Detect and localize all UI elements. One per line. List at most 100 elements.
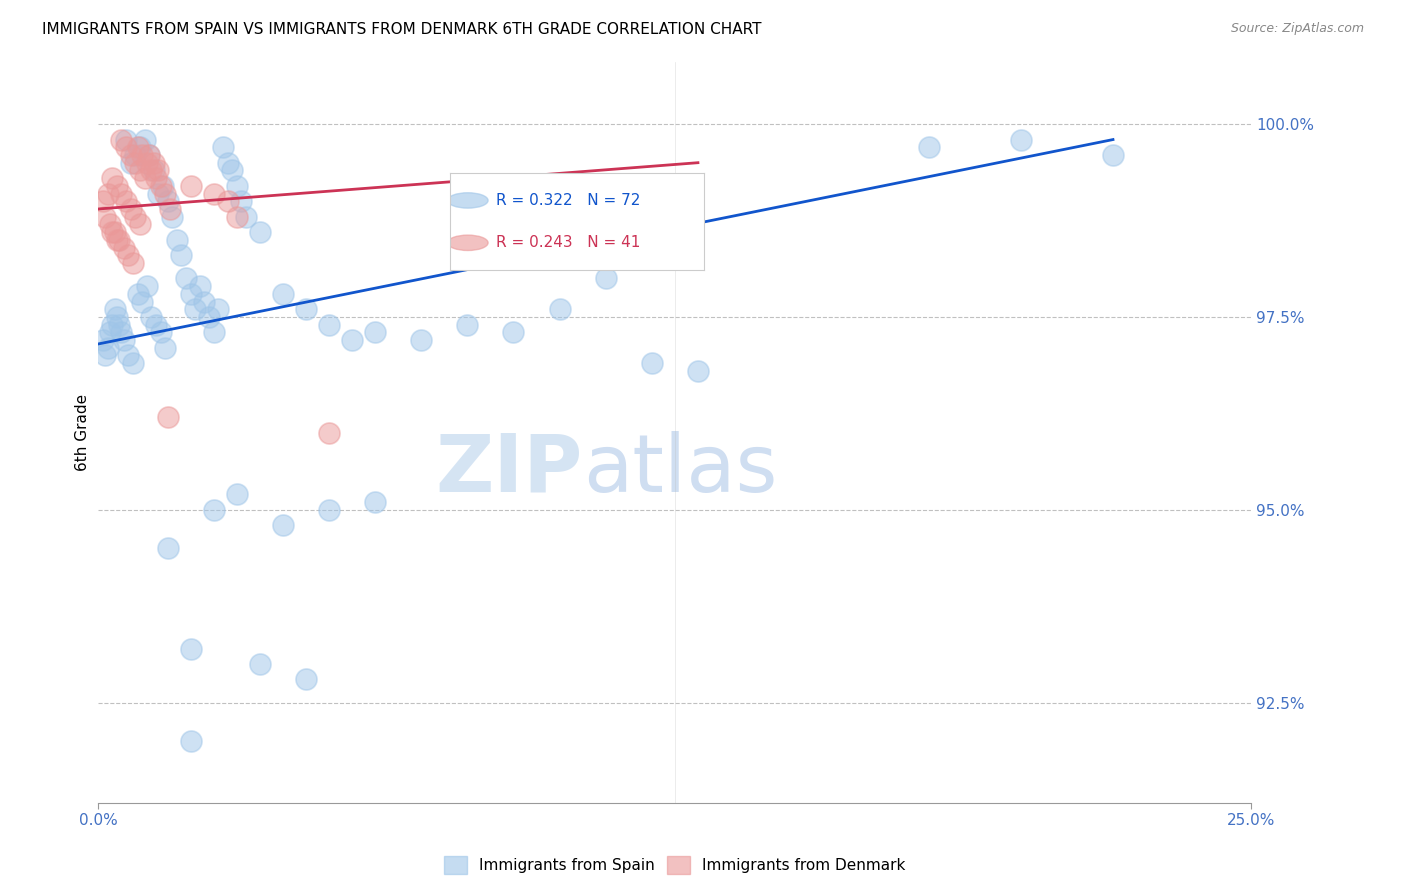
Point xyxy=(174,271,197,285)
Point xyxy=(120,155,142,169)
Point xyxy=(202,326,225,340)
Point xyxy=(217,155,239,169)
Point xyxy=(110,186,132,201)
Point xyxy=(148,186,170,201)
Point xyxy=(145,318,167,332)
Point xyxy=(155,186,177,201)
Point xyxy=(127,140,149,154)
Point xyxy=(159,202,181,216)
Point xyxy=(120,148,142,162)
Point xyxy=(149,178,172,193)
Text: IMMIGRANTS FROM SPAIN VS IMMIGRANTS FROM DENMARK 6TH GRADE CORRELATION CHART: IMMIGRANTS FROM SPAIN VS IMMIGRANTS FROM… xyxy=(42,22,762,37)
Point xyxy=(110,132,132,146)
Point xyxy=(180,286,202,301)
Point xyxy=(225,487,247,501)
Point xyxy=(134,132,156,146)
Point xyxy=(249,225,271,239)
Point xyxy=(318,318,340,332)
Point xyxy=(94,349,117,363)
Point xyxy=(138,148,160,162)
Point xyxy=(105,310,128,324)
Point xyxy=(225,210,247,224)
Point xyxy=(249,657,271,671)
Text: Source: ZipAtlas.com: Source: ZipAtlas.com xyxy=(1230,22,1364,36)
Point xyxy=(221,163,243,178)
Point xyxy=(156,541,179,556)
Point xyxy=(110,326,132,340)
Point xyxy=(225,178,247,193)
Point xyxy=(212,140,235,154)
Point xyxy=(295,302,318,317)
Point xyxy=(117,349,139,363)
Point xyxy=(91,194,114,209)
Point xyxy=(202,186,225,201)
Text: atlas: atlas xyxy=(582,431,778,508)
Point xyxy=(115,140,138,154)
Point xyxy=(411,333,433,347)
Point xyxy=(122,256,145,270)
Point xyxy=(149,326,172,340)
Point xyxy=(641,356,664,370)
Point xyxy=(91,333,114,347)
Point xyxy=(120,202,142,216)
Point xyxy=(180,734,202,748)
Point xyxy=(127,286,149,301)
Point xyxy=(271,286,294,301)
Point xyxy=(170,248,193,262)
Point xyxy=(135,279,157,293)
Point xyxy=(131,148,153,162)
Point xyxy=(141,310,163,324)
Point xyxy=(152,178,174,193)
Point xyxy=(141,163,163,178)
Point xyxy=(160,210,183,224)
Point xyxy=(138,148,160,162)
Point xyxy=(217,194,239,209)
Point xyxy=(295,673,318,687)
Point xyxy=(117,248,139,262)
Point xyxy=(166,233,188,247)
Point xyxy=(1010,132,1032,146)
Point xyxy=(188,279,211,293)
Point xyxy=(318,502,340,516)
Point xyxy=(101,225,124,239)
Point xyxy=(271,518,294,533)
Point xyxy=(193,294,215,309)
Point xyxy=(145,171,167,186)
Point xyxy=(180,178,202,193)
Point xyxy=(124,210,146,224)
Point xyxy=(101,171,124,186)
Y-axis label: 6th Grade: 6th Grade xyxy=(75,394,90,471)
Point xyxy=(180,641,202,656)
Point xyxy=(122,356,145,370)
Point xyxy=(97,186,120,201)
Text: ZIP: ZIP xyxy=(436,431,582,508)
Point xyxy=(155,341,177,355)
Point xyxy=(115,132,138,146)
Point xyxy=(198,310,221,324)
Point xyxy=(142,163,165,178)
Point xyxy=(917,140,939,154)
Point xyxy=(108,233,131,247)
Point xyxy=(129,218,152,232)
Point xyxy=(94,210,117,224)
Point xyxy=(129,140,152,154)
Point xyxy=(124,155,146,169)
Point xyxy=(131,294,153,309)
Point xyxy=(105,178,128,193)
Point xyxy=(1102,148,1125,162)
Point xyxy=(129,163,152,178)
Point xyxy=(686,364,709,378)
Point xyxy=(340,333,363,347)
Point xyxy=(595,271,617,285)
Point xyxy=(115,194,138,209)
Point xyxy=(112,240,135,254)
Point xyxy=(502,326,524,340)
Point xyxy=(156,194,179,209)
Point xyxy=(134,171,156,186)
Point xyxy=(135,155,157,169)
Point xyxy=(207,302,229,317)
Point xyxy=(101,318,124,332)
Point xyxy=(202,502,225,516)
Point xyxy=(97,341,120,355)
Point xyxy=(148,163,170,178)
